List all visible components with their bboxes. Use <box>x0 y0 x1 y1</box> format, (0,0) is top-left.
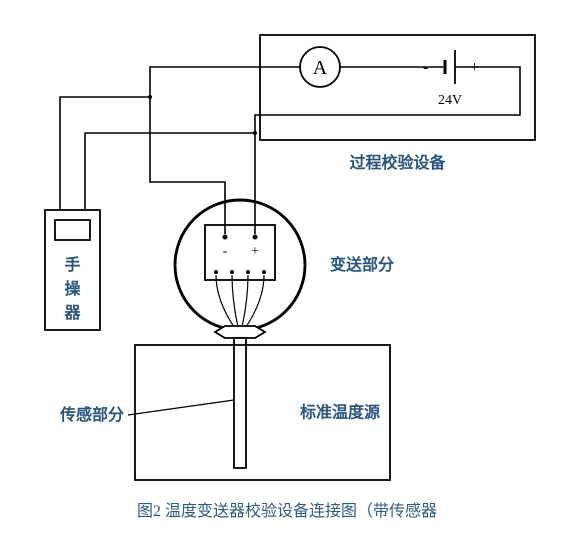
junction-dot <box>253 131 257 135</box>
wire-handheld-a <box>60 97 150 210</box>
junction-dot <box>148 95 152 99</box>
handheld-label-char: 器 <box>63 304 81 322</box>
handheld-label-char: 操 <box>64 279 81 298</box>
calibration-equipment-label: 过程校验设备 <box>349 153 446 172</box>
temperature-source-label: 标准温度源 <box>299 403 380 422</box>
sensor-wire-dot <box>214 270 218 274</box>
transmitter-label: 变送部分 <box>330 255 394 274</box>
wire-handheld-b <box>85 133 255 210</box>
sensor-probe-tube <box>234 338 246 468</box>
diagram-canvas: A-+24V过程校验设备手操器-+变送部分标准温度源传感部分图2 温度变送器校验… <box>0 0 574 534</box>
calibration-equipment-box <box>260 35 535 140</box>
sensor-hex-nut <box>215 326 265 338</box>
handheld-screen <box>55 220 90 240</box>
terminal-neg-dot <box>223 235 228 240</box>
terminal-pos-symbol: + <box>251 244 259 259</box>
sensor-leader-line <box>128 400 234 415</box>
sensor-label: 传感部分 <box>59 405 124 424</box>
sensor-wire-dot <box>246 270 250 274</box>
battery-voltage-label: 24V <box>438 93 462 108</box>
terminal-neg-symbol: - <box>223 244 228 259</box>
ammeter-letter: A <box>313 57 328 79</box>
sensor-wire-dot <box>262 270 266 274</box>
figure-caption: 图2 温度变送器校验设备连接图（带传感器 <box>137 502 437 520</box>
terminal-pos-dot <box>253 235 258 240</box>
wire-ammeter-to-neg <box>150 67 300 234</box>
handheld-label-char: 手 <box>64 255 80 274</box>
sensor-wire-dot <box>230 270 234 274</box>
